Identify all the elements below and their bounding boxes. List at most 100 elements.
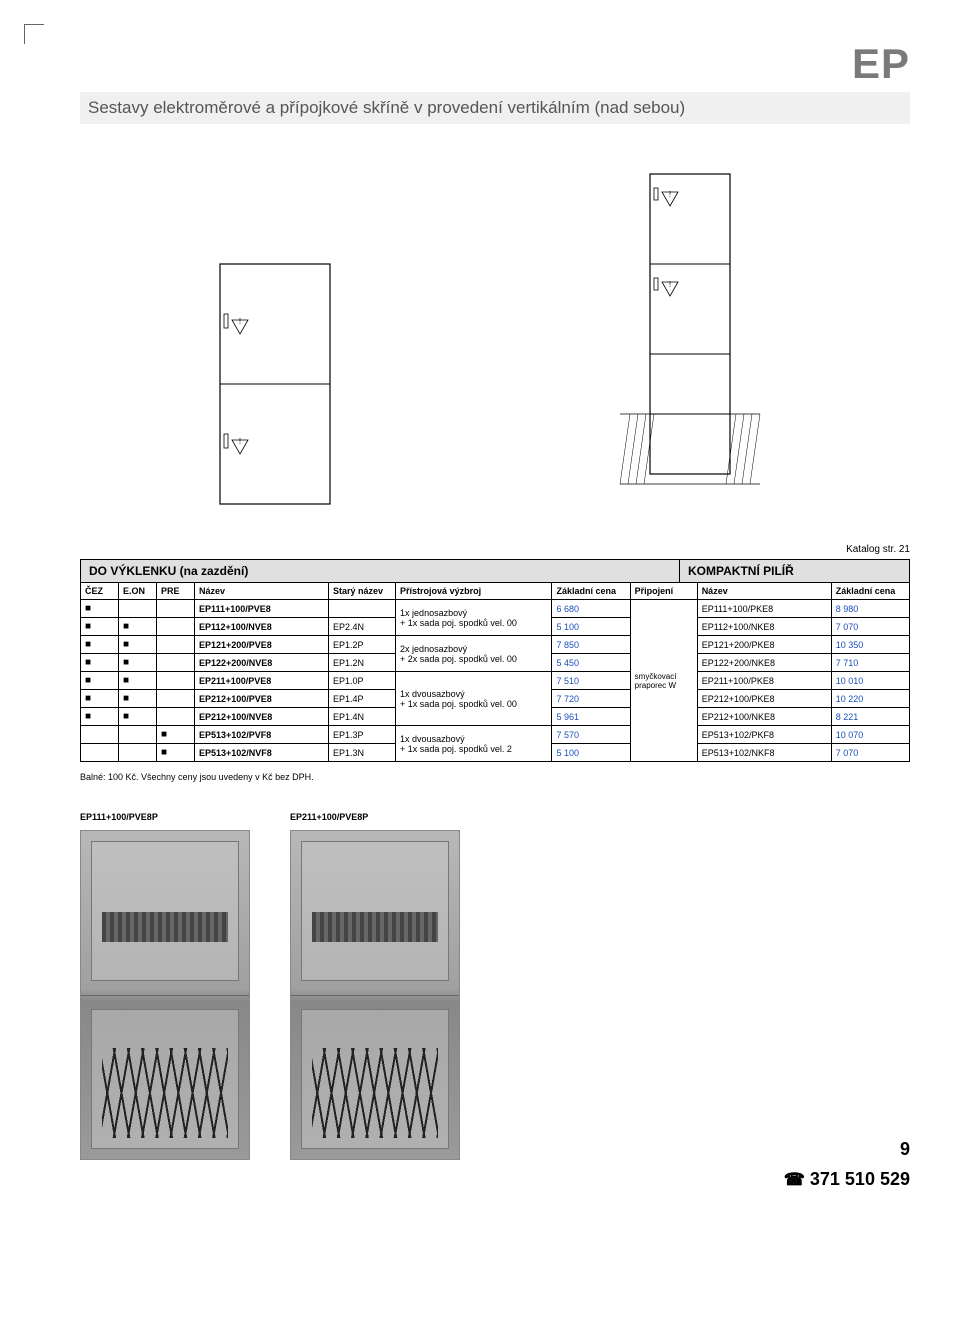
svg-text:!: ! [669,280,671,289]
cell: ■ [118,636,156,654]
cell: 7 510 [552,672,630,690]
cell: 7 720 [552,690,630,708]
cell: 7 850 [552,636,630,654]
cell [156,618,194,636]
cell: ■ [81,672,119,690]
cell [156,708,194,726]
diagram-niche: ! ! [210,254,340,514]
diagram-pillar: ! ! [600,164,780,514]
cell: EP212+100/PVE8 [194,690,328,708]
cell [81,726,119,744]
cell: 8 980 [831,600,909,618]
col-name: Název [194,583,328,600]
phone-number: 371 510 529 [810,1169,910,1189]
col-old: Starý název [329,583,396,600]
cell [156,690,194,708]
section-left-label: DO VÝKLENKU (na zazdění) [81,560,679,582]
cell: EP212+100/NVE8 [194,708,328,726]
cell: EP513+102/NVF8 [194,744,328,762]
cell: EP212+100/NKE8 [697,708,831,726]
cell: EP513+102/NKF8 [697,744,831,762]
col-price: Základní cena [552,583,630,600]
col-equip: Přístrojová výzbroj [396,583,552,600]
product-table: ČEZ E.ON PRE Název Starý název Přístrojo… [80,582,910,762]
cell: ■ [81,690,119,708]
cell [156,600,194,618]
col-cez: ČEZ [81,583,119,600]
table-row: ■EP513+102/PVF8EP1.3P1x dvousazbový+ 1x … [81,726,910,744]
cell: ■ [81,618,119,636]
table-row: ■EP111+100/PVE81x jednosazbový+ 1x sada … [81,600,910,618]
cell [118,744,156,762]
cell: EP111+100/PVE8 [194,600,328,618]
cell: EP1.2P [329,636,396,654]
cell: EP1.4P [329,690,396,708]
photo-block-1: EP111+100/PVE8P [80,812,250,1160]
cell: ■ [81,654,119,672]
catalog-reference: Katalog str. 21 [80,544,910,555]
cell: 7 070 [831,744,909,762]
cell: EP1.0P [329,672,396,690]
cell: 10 350 [831,636,909,654]
cell: 6 680 [552,600,630,618]
cell: ■ [118,654,156,672]
photo-label-2: EP211+100/PVE8P [290,812,460,822]
cell: EP112+100/NVE8 [194,618,328,636]
product-photo-2 [290,830,460,1160]
cell: EP1.3N [329,744,396,762]
photo-row: EP111+100/PVE8P EP211+100/PVE8P [80,812,910,1160]
cell: 2x jednosazbový+ 2x sada poj. spodků vel… [396,636,552,672]
cell: 5 100 [552,618,630,636]
col-price2: Základní cena [831,583,909,600]
table-row: ■■EP121+200/PVE8EP1.2P2x jednosazbový+ 2… [81,636,910,654]
cell: EP1.4N [329,708,396,726]
page-number: 9 [900,1139,910,1160]
svg-text:!: ! [239,437,241,446]
phone-line: ☎ 371 510 529 [784,1169,910,1190]
cell: ■ [81,708,119,726]
cell: 5 100 [552,744,630,762]
cell: ■ [81,600,119,618]
cell: 7 070 [831,618,909,636]
svg-text:!: ! [239,317,241,326]
cell: 5 961 [552,708,630,726]
cell: EP513+102/PVF8 [194,726,328,744]
cell [156,636,194,654]
col-eon: E.ON [118,583,156,600]
cell: 7 710 [831,654,909,672]
cell: EP1.2N [329,654,396,672]
cell: EP122+200/NKE8 [697,654,831,672]
cell: ■ [118,618,156,636]
table-row: ■■EP211+100/PVE8EP1.0P1x dvousazbový+ 1x… [81,672,910,690]
cell: 10 220 [831,690,909,708]
cell [81,744,119,762]
brand-code: EP [80,40,910,88]
cell: ■ [156,726,194,744]
cell: ■ [118,708,156,726]
cell: ■ [156,744,194,762]
photo-block-2: EP211+100/PVE8P [290,812,460,1160]
cell: 8 221 [831,708,909,726]
cell: 1x jednosazbový+ 1x sada poj. spodků vel… [396,600,552,636]
cell: EP2.4N [329,618,396,636]
page-title: Sestavy elektroměrové a přípojkové skřín… [80,92,910,124]
svg-text:!: ! [669,190,671,199]
product-photo-1 [80,830,250,1160]
cell: 1x dvousazbový+ 1x sada poj. spodků vel.… [396,672,552,726]
cell: 10 010 [831,672,909,690]
cell: smyčkovacípraporec W [630,600,697,762]
cell: EP1.3P [329,726,396,744]
col-conn: Připojení [630,583,697,600]
phone-icon: ☎ [784,1170,805,1189]
cell: 7 570 [552,726,630,744]
cell [156,654,194,672]
cell: EP211+100/PVE8 [194,672,328,690]
cell: EP121+200/PKE8 [697,636,831,654]
cell [156,672,194,690]
crop-mark [24,24,44,44]
cell: EP212+100/PKE8 [697,690,831,708]
diagram-row: ! ! ! ! [80,154,910,514]
cell: 1x dvousazbový+ 1x sada poj. spodků vel.… [396,726,552,762]
cell: 5 450 [552,654,630,672]
cell: EP112+100/NKE8 [697,618,831,636]
